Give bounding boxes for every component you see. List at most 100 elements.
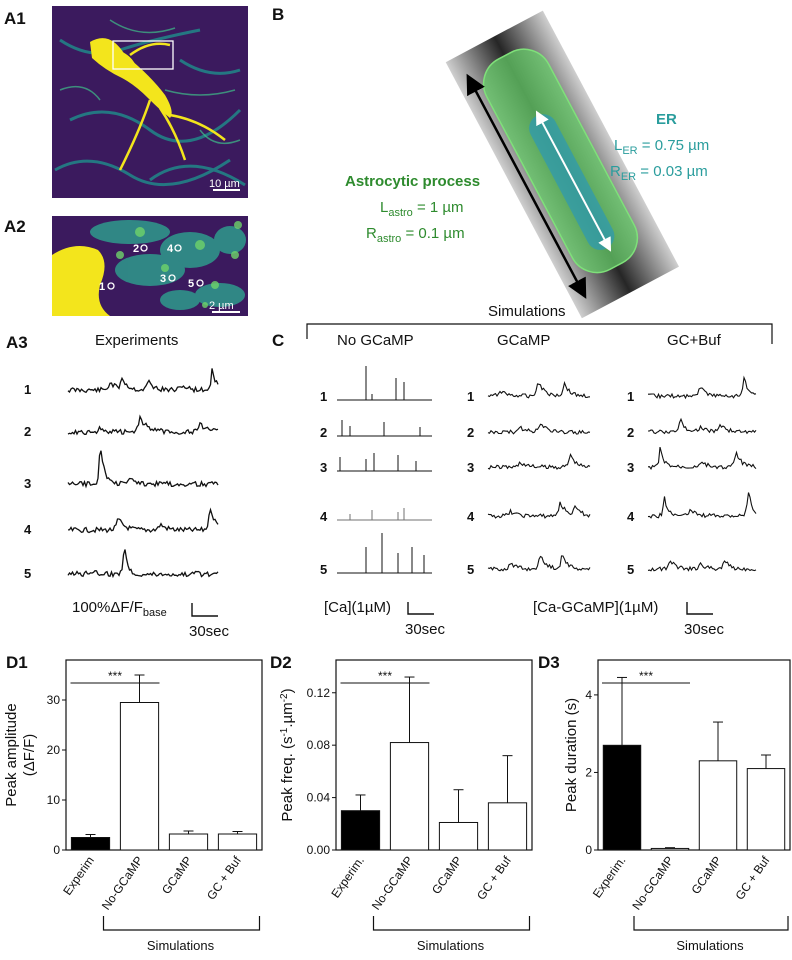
plot-frame — [335, 659, 533, 851]
no-gcamp-trace — [337, 453, 432, 472]
simulation-trace-label: 1 — [467, 389, 474, 404]
simulation-trace-label: 1 — [627, 389, 634, 404]
experiments-scale-label: 100%ΔF/Fbase — [72, 599, 167, 619]
experiments-scale-time: 30sec — [189, 623, 230, 640]
bar — [698, 760, 738, 851]
bar — [340, 810, 381, 851]
x-tick-label: No-GCaMP — [99, 854, 146, 913]
x-tick-label: GCaMP — [429, 854, 465, 897]
l-er-label: LER = 0.75 µm — [614, 137, 709, 157]
x-tick-label: GC + Buf — [474, 853, 514, 902]
bar — [602, 744, 642, 851]
ca-scale-label: [Ca](1µM) — [324, 599, 391, 616]
x-tick-label: GC + Buf — [204, 853, 244, 902]
r-astro-label: Rastro = 0.1 µm — [366, 225, 465, 245]
roi-label: 1 — [99, 281, 105, 293]
x-tick-label: Experim — [60, 854, 97, 898]
simulation-trace-label: 1 — [320, 389, 327, 404]
simulation-trace-label: 3 — [320, 460, 327, 475]
gcamp-trace — [487, 501, 591, 519]
bar — [487, 802, 528, 851]
roi-label: 4 — [167, 243, 174, 255]
panel-label-d2: D2 — [270, 653, 292, 672]
x-tick-label: Experim. — [328, 854, 367, 901]
no-gcamp-trace — [337, 366, 432, 401]
y-tick-label: 0.12 — [307, 686, 331, 700]
significance-mark: *** — [639, 669, 653, 683]
y-tick-label: 0.04 — [307, 791, 331, 805]
simulation-trace-label: 5 — [627, 562, 634, 577]
simulation-trace-label: 3 — [467, 460, 474, 475]
y-tick-label: 20 — [47, 743, 61, 757]
a2-scalebar-label: 2 µm — [209, 300, 234, 312]
panel-label-b: B — [272, 5, 284, 24]
experiment-trace — [67, 549, 219, 579]
bar — [217, 833, 258, 851]
x-tick-label: GCaMP — [689, 854, 725, 897]
x-tick-label: No-GCaMP — [629, 854, 676, 913]
simulations-title: Simulations — [488, 303, 566, 320]
simulation-trace-label: 3 — [627, 460, 634, 475]
a1-scalebar-label: 10 µm — [209, 178, 240, 190]
gc-buf-trace — [647, 492, 757, 519]
roi-label: 2 — [133, 243, 139, 255]
gcamp-scale-time: 30sec — [684, 621, 725, 638]
gc-buf-trace — [648, 417, 757, 435]
bar — [438, 821, 479, 851]
panel-label-d1: D1 — [6, 653, 28, 672]
experiment-trace — [67, 507, 219, 534]
bar — [650, 847, 690, 851]
gc-buf-trace — [648, 375, 757, 400]
plot-frame — [65, 659, 263, 851]
gc-buf-trace — [647, 446, 757, 471]
no-gcamp-trace — [337, 420, 432, 437]
experiments-title: Experiments — [95, 332, 178, 349]
micrograph-a1: 10 µm — [52, 6, 248, 198]
y-tick-label: 0.00 — [307, 843, 331, 857]
plot-frame — [597, 659, 791, 851]
simulation-trace-label: 5 — [467, 562, 474, 577]
y-tick-label: 0.08 — [307, 738, 331, 752]
y-tick-label: 0 — [585, 843, 592, 857]
micrograph-a2: 1 2 4 3 5 2 µm — [52, 216, 248, 316]
y-tick-label: 10 — [47, 793, 61, 807]
panel-label-c: C — [272, 331, 284, 350]
bar — [119, 702, 160, 851]
simulation-trace-label: 4 — [467, 509, 475, 524]
experiment-trace-label: 2 — [24, 424, 31, 439]
gc-buf-trace — [647, 560, 757, 572]
simulation-trace-label: 2 — [627, 425, 634, 440]
model-diagram: Astrocytic process Lastro = 1 µm Rastro … — [345, 10, 709, 319]
y-axis-label: Peak duration (s) — [563, 698, 580, 812]
astro-title: Astrocytic process — [345, 173, 480, 190]
y-axis-label: Peak amplitude(ΔF/F) — [3, 703, 38, 806]
roi-label: 5 — [188, 278, 194, 290]
experiment-traces: 1 2 3 4 5 — [24, 368, 219, 581]
chart-d1: 0 10 20 30 Experim No-GCaMP GCaMP GC + Buf *** Si… — [3, 659, 263, 953]
sim-col-gcamp: GCaMP — [497, 332, 550, 349]
bar — [70, 837, 111, 851]
group-label: Simulations — [147, 938, 215, 953]
group-label: Simulations — [676, 938, 744, 953]
gcamp-trace — [487, 453, 591, 470]
panel-label-a2: A2 — [4, 217, 26, 236]
no-gcamp-trace — [337, 508, 432, 521]
y-axis-label: Peak freq. (s-1.µm-2) — [279, 688, 296, 821]
sim-col-no-gcamp: No GCaMP — [337, 332, 414, 349]
simulation-traces: 1 1 1 2 2 2 3 3 3 4 4 4 5 5 5 — [320, 366, 757, 577]
panel-label-d3: D3 — [538, 653, 560, 672]
simulation-trace-label: 4 — [627, 509, 635, 524]
gcamp-trace — [487, 555, 591, 572]
l-astro-label: Lastro = 1 µm — [380, 199, 464, 219]
r-er-label: RER = 0.03 µm — [610, 163, 708, 183]
experiment-trace-label: 5 — [24, 566, 31, 581]
simulation-trace-label: 4 — [320, 509, 328, 524]
group-bracket — [102, 916, 261, 931]
chart-d3: 0 2 4 Experim. No-GCaMP GCaMP GC + Buf *** Simul… — [563, 659, 791, 953]
bar — [746, 768, 786, 851]
no-gcamp-trace — [337, 533, 432, 574]
significance-mark: *** — [108, 669, 122, 683]
bar — [389, 742, 430, 851]
experiment-trace — [67, 414, 219, 436]
y-tick-label: 4 — [585, 688, 592, 702]
